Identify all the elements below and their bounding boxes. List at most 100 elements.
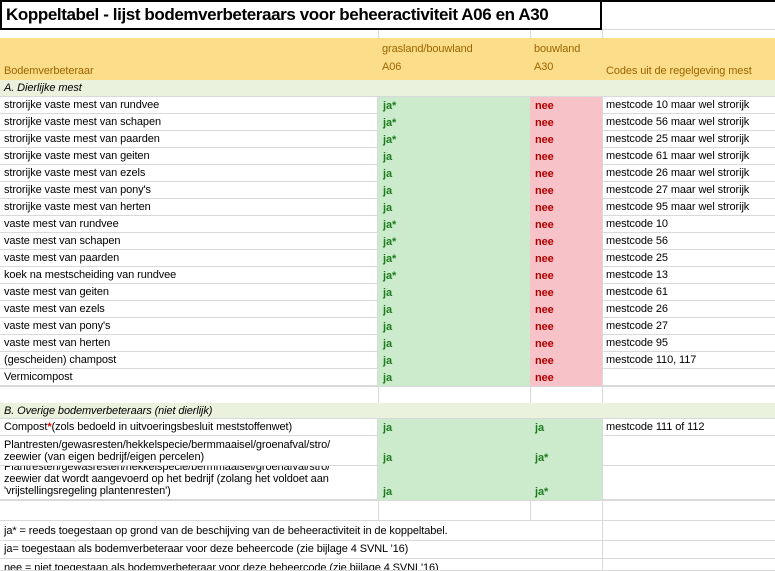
row-name-cell: Compost * (zols bedoeld in uitvoeringsbe…: [0, 419, 378, 436]
row-a30-value: nee: [530, 301, 602, 318]
row-name-cell: vaste mest van rundvee: [0, 216, 378, 233]
table-row: strorijke vaste mest van geiten ja nee m…: [0, 148, 775, 165]
section-a-header: A. Dierlijke mest: [0, 80, 775, 97]
row-a30-value: nee: [530, 369, 602, 386]
table-row: vaste mest van paarden ja* nee mestcode …: [0, 250, 775, 267]
red-asterisk: *: [47, 421, 52, 433]
row-name-cell: koek na mestscheiding van rundvee: [0, 267, 378, 284]
row-a06-value: ja: [378, 352, 530, 369]
row-a06-value: ja: [378, 419, 530, 436]
row-name-cell: strorijke vaste mest van rundvee: [0, 97, 378, 114]
row-name-cell: vaste mest van schapen: [0, 233, 378, 250]
row-a06-value: ja*: [378, 250, 530, 267]
row-a30-value: nee: [530, 199, 602, 216]
row-a30-value: nee: [530, 318, 602, 335]
table-row: strorijke vaste mest van rundvee ja* nee…: [0, 97, 775, 114]
row-a30-value: nee: [530, 267, 602, 284]
row-name-cell: vaste mest van herten: [0, 335, 378, 352]
row-name-text: koek na mestscheiding van rundvee: [4, 269, 177, 281]
row-name-text: strorijke vaste mest van ezels: [4, 167, 146, 179]
section-b-rows: Compost * (zols bedoeld in uitvoeringsbe…: [0, 419, 775, 500]
row-name-cell: strorijke vaste mest van paarden: [0, 131, 378, 148]
table-row: vaste mest van herten ja nee mestcode 95: [0, 335, 775, 352]
table-header: Bodemverbeteraar grasland/bouwland A06 b…: [0, 38, 775, 80]
row-a30-value: nee: [530, 148, 602, 165]
row-mestcode: mestcode 10 maar wel strorijk: [602, 97, 775, 114]
section-b-header: B. Overige bodemverbeteraars (niet dierl…: [0, 403, 775, 419]
title-row: Koppeltabel - lijst bodemverbeteraars vo…: [0, 0, 775, 30]
header-codes: Codes uit de regelgeving mest: [602, 38, 775, 80]
row-name-text: vaste mest van paarden: [4, 252, 120, 264]
header-bodemverbeteraar: Bodemverbeteraar: [0, 38, 378, 80]
row-name-text: vaste mest van geiten: [4, 286, 109, 298]
row-a06-value: ja*: [378, 233, 530, 250]
table-row: (gescheiden) champost ja nee mestcode 11…: [0, 352, 775, 369]
table-row: vaste mest van rundvee ja* nee mestcode …: [0, 216, 775, 233]
footnote-ja-star: ja* = reeds toegestaan op grond van de b…: [0, 521, 775, 541]
row-mestcode: mestcode 56 maar wel strorijk: [602, 114, 775, 131]
row-name-text: strorijke vaste mest van pony's: [4, 184, 151, 196]
row-a06-value: ja: [378, 369, 530, 386]
row-mestcode: mestcode 61 maar wel strorijk: [602, 148, 775, 165]
table-row: vaste mest van schapen ja* nee mestcode …: [0, 233, 775, 250]
row-a30-value: nee: [530, 352, 602, 369]
row-name-text: strorijke vaste mest van schapen: [4, 116, 161, 128]
row-a30-value: nee: [530, 114, 602, 131]
row-a30-value: nee: [530, 97, 602, 114]
row-a06-value: ja*: [378, 131, 530, 148]
row-mestcode: mestcode 25 maar wel strorijk: [602, 131, 775, 148]
row-a06-value: ja: [378, 199, 530, 216]
row-name-text: Plantresten/gewasresten/hekkelspecie/ber…: [4, 466, 331, 497]
row-name-text: vaste mest van ezels: [4, 303, 105, 315]
row-a06-value: ja: [378, 284, 530, 301]
row-a30-value: nee: [530, 233, 602, 250]
row-name-cell: strorijke vaste mest van schapen: [0, 114, 378, 131]
row-a06-value: ja: [378, 182, 530, 199]
row-name-text: vaste mest van pony's: [4, 320, 111, 332]
row-a06-value: ja: [378, 148, 530, 165]
table-row: strorijke vaste mest van ezels ja nee me…: [0, 165, 775, 182]
row-name-cell: vaste mest van pony's: [0, 318, 378, 335]
row-a06-value: ja: [378, 318, 530, 335]
row-mestcode: mestcode 26 maar wel strorijk: [602, 165, 775, 182]
row-mestcode: [602, 436, 775, 466]
row-a06-value: ja: [378, 165, 530, 182]
row-mestcode: mestcode 10: [602, 216, 775, 233]
row-name-text: Vermicompost: [4, 371, 73, 383]
row-a30-value: nee: [530, 216, 602, 233]
row-name-text: Compost: [4, 421, 48, 433]
blank-row: [0, 500, 775, 521]
row-name-cell: vaste mest van geiten: [0, 284, 378, 301]
row-name-cell: vaste mest van paarden: [0, 250, 378, 267]
row-name-text: Plantresten/gewasresten/hekkelspecie/ber…: [4, 439, 331, 463]
row-name-text: vaste mest van herten: [4, 337, 111, 349]
row-name-cell: strorijke vaste mest van geiten: [0, 148, 378, 165]
row-name-cell: strorijke vaste mest van ezels: [0, 165, 378, 182]
row-a30-value: nee: [530, 284, 602, 301]
row-a30-value: ja*: [530, 466, 602, 500]
header-a30-land-label: bouwland: [534, 43, 581, 55]
header-a30-code-label: A30: [534, 61, 554, 73]
row-a06-value: ja*: [378, 114, 530, 131]
row-a30-value: ja: [530, 419, 602, 436]
table-row: strorijke vaste mest van pony's ja nee m…: [0, 182, 775, 199]
table-row: Plantresten/gewasresten/hekkelspecie/ber…: [0, 466, 775, 500]
header-a30: bouwland A30: [530, 38, 602, 80]
row-a30-value: ja*: [530, 436, 602, 466]
row-a30-value: nee: [530, 182, 602, 199]
row-mestcode: mestcode 27: [602, 318, 775, 335]
row-name-cell: Plantresten/gewasresten/hekkelspecie/ber…: [0, 436, 378, 466]
table-row: vaste mest van geiten ja nee mestcode 61: [0, 284, 775, 301]
row-mestcode: [602, 466, 775, 500]
row-mestcode: mestcode 25: [602, 250, 775, 267]
row-mestcode: mestcode 26: [602, 301, 775, 318]
row-name-cell: strorijke vaste mest van herten: [0, 199, 378, 216]
table-row: vaste mest van ezels ja nee mestcode 26: [0, 301, 775, 318]
row-a06-value: ja: [378, 436, 530, 466]
row-a06-value: ja: [378, 301, 530, 318]
header-a06-land-label: grasland/bouwland: [382, 43, 473, 55]
row-name-text: vaste mest van rundvee: [4, 218, 119, 230]
row-name-cell: strorijke vaste mest van pony's: [0, 182, 378, 199]
table-row: Compost * (zols bedoeld in uitvoeringsbe…: [0, 419, 775, 436]
footnote-text: ja* = reeds toegestaan op grond van de b…: [4, 525, 448, 537]
